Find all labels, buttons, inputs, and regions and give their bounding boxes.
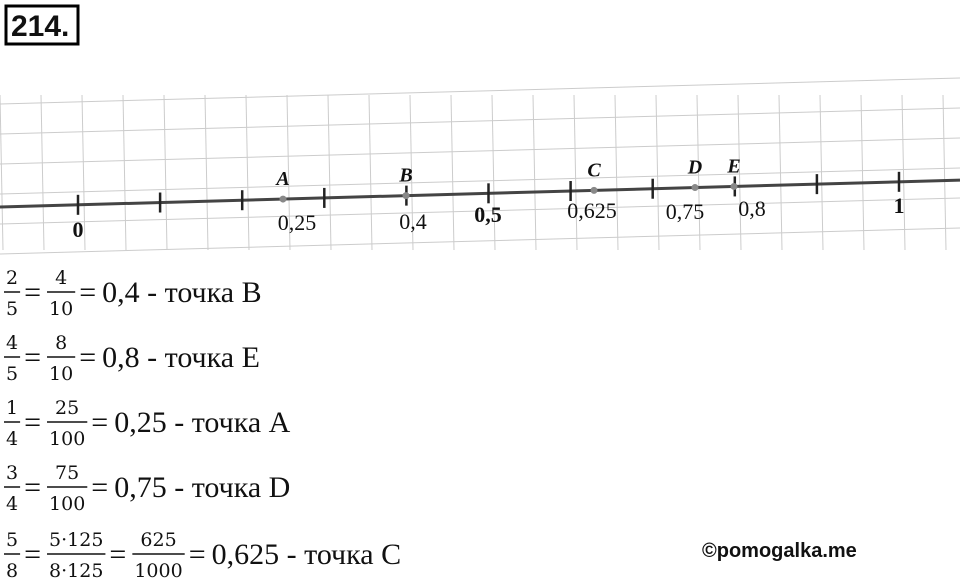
grid-line: [450, 94, 455, 251]
denominator: 8·125: [49, 560, 103, 582]
point: [279, 195, 287, 203]
equals: =: [24, 276, 41, 309]
denominator: 4: [6, 493, 18, 515]
grid-line: [573, 94, 578, 251]
point-label: A: [274, 168, 289, 190]
numerator: 25: [55, 397, 79, 419]
denominator: 5: [6, 363, 18, 385]
grid-line: [409, 94, 414, 251]
grid-line: [0, 197, 960, 225]
equals: =: [109, 538, 126, 571]
grid-line: [737, 94, 742, 251]
grid-line: [122, 94, 127, 251]
grid-line: [0, 167, 960, 195]
tick-label: 1: [894, 193, 905, 218]
denominator: 5: [6, 298, 18, 320]
numerator: 2: [6, 267, 18, 289]
grid-line: [81, 94, 86, 251]
point-label: B: [398, 165, 412, 187]
denominator: 1000: [134, 560, 182, 582]
grid-line: [819, 94, 824, 251]
point-label: C: [587, 159, 601, 181]
numerator: 5: [6, 529, 18, 551]
tick-label: 0: [73, 217, 84, 242]
equals: =: [24, 538, 41, 571]
title-box: [4, 4, 80, 46]
numerator: 1: [6, 397, 18, 419]
point: [402, 192, 410, 200]
grid-line: [901, 94, 906, 251]
equals: =: [24, 341, 41, 374]
grid-line: [696, 94, 701, 251]
numerator: 625: [140, 529, 176, 551]
tick-label: 0,5: [474, 202, 502, 227]
grid-line: [0, 107, 960, 135]
grid-line: [40, 94, 45, 251]
task-number: 214.: [11, 10, 69, 43]
tick-label: 0,25: [278, 210, 317, 235]
numerator: 4: [55, 267, 67, 289]
point-label: D: [687, 157, 702, 179]
result: 0,625 - точка C: [212, 538, 401, 571]
equals: =: [189, 538, 206, 571]
denominator: 8: [6, 560, 18, 582]
equals: =: [24, 406, 41, 439]
grid-line: [655, 94, 660, 251]
numerator: 4: [6, 332, 18, 354]
tick-label: 0,625: [567, 198, 617, 223]
grid-line: [860, 94, 865, 251]
grid-line: [245, 94, 250, 251]
equals: =: [24, 471, 41, 504]
point-label: E: [726, 155, 740, 177]
equals: =: [79, 341, 96, 374]
equals: =: [79, 276, 96, 309]
grid-line: [0, 137, 960, 165]
grid-line: [286, 94, 291, 251]
grid-line: [163, 94, 168, 251]
result: 0,75 - точка D: [114, 471, 290, 504]
grid-line: [614, 94, 619, 251]
result: 0,25 - точка A: [114, 406, 290, 439]
grid-line: [368, 94, 373, 251]
point: [730, 182, 738, 190]
grid-line: [942, 94, 947, 251]
grid-line: [0, 77, 960, 105]
point: [590, 186, 598, 194]
equals: =: [91, 406, 108, 439]
tick-label: 0,75: [666, 199, 705, 224]
point: [691, 184, 699, 192]
numerator: 5·125: [49, 529, 103, 551]
grid-line: [0, 227, 960, 255]
denominator: 4: [6, 428, 18, 450]
tick-label: 0,8: [738, 196, 766, 221]
denominator: 100: [49, 493, 85, 515]
numerator: 8: [55, 332, 67, 354]
grid-line: [532, 94, 537, 251]
grid-line: [204, 94, 209, 251]
tick-label: 0,4: [399, 209, 427, 234]
result: 0,4 - точка B: [102, 276, 261, 309]
grid-line: [327, 94, 332, 251]
denominator: 10: [49, 363, 73, 385]
grid: [0, 77, 960, 255]
numerator: 3: [6, 462, 18, 484]
denominator: 10: [49, 298, 73, 320]
equals: =: [91, 471, 108, 504]
watermark: ©pomogalka.me: [702, 540, 857, 562]
result: 0,8 - точка E: [102, 341, 260, 374]
grid-line: [0, 94, 4, 251]
denominator: 100: [49, 428, 85, 450]
numerator: 75: [55, 462, 79, 484]
